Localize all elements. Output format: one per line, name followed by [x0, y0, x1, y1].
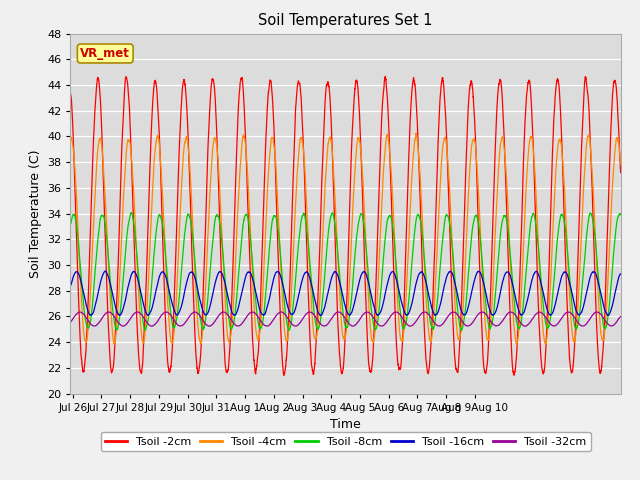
- Line: Tsoil -32cm: Tsoil -32cm: [70, 312, 621, 326]
- Tsoil -16cm: [477, 272, 485, 277]
- Tsoil -2cm: [280, 372, 287, 378]
- Tsoil -8cm: [519, 303, 527, 309]
- Legend: Tsoil -2cm, Tsoil -4cm, Tsoil -8cm, Tsoil -16cm, Tsoil -32cm: Tsoil -2cm, Tsoil -4cm, Tsoil -8cm, Tsoi…: [100, 432, 591, 451]
- X-axis label: Time: Time: [330, 418, 361, 431]
- Tsoil -4cm: [166, 334, 174, 340]
- Tsoil -4cm: [617, 162, 625, 168]
- Y-axis label: Soil Temperature (C): Soil Temperature (C): [29, 149, 42, 278]
- Tsoil -4cm: [477, 245, 485, 251]
- Tsoil -32cm: [424, 312, 432, 317]
- Tsoil -4cm: [67, 134, 74, 140]
- Tsoil -32cm: [397, 312, 404, 318]
- Tsoil -2cm: [381, 73, 389, 79]
- Tsoil -16cm: [101, 268, 109, 274]
- Tsoil -2cm: [166, 366, 174, 372]
- Tsoil -32cm: [477, 310, 485, 315]
- Line: Tsoil -8cm: Tsoil -8cm: [70, 213, 621, 330]
- Tsoil -8cm: [166, 307, 174, 313]
- Tsoil -8cm: [277, 256, 285, 262]
- Tsoil -4cm: [397, 335, 404, 341]
- Tsoil -32cm: [166, 312, 174, 318]
- Tsoil -2cm: [617, 170, 625, 176]
- Tsoil -8cm: [617, 211, 625, 217]
- Line: Tsoil -16cm: Tsoil -16cm: [70, 271, 621, 315]
- Tsoil -8cm: [477, 248, 485, 254]
- Tsoil -4cm: [412, 131, 420, 136]
- Tsoil -4cm: [519, 252, 527, 258]
- Tsoil -8cm: [425, 304, 433, 310]
- Line: Tsoil -2cm: Tsoil -2cm: [70, 76, 621, 375]
- Tsoil -8cm: [285, 327, 292, 333]
- Tsoil -32cm: [519, 323, 527, 328]
- Tsoil -16cm: [317, 312, 325, 318]
- Tsoil -2cm: [477, 310, 485, 315]
- Tsoil -16cm: [67, 282, 74, 288]
- Tsoil -2cm: [519, 169, 527, 175]
- Tsoil -2cm: [425, 369, 433, 375]
- Tsoil -8cm: [67, 221, 74, 227]
- Title: Soil Temperatures Set 1: Soil Temperatures Set 1: [259, 13, 433, 28]
- Tsoil -32cm: [67, 319, 74, 324]
- Tsoil -2cm: [277, 324, 285, 330]
- Tsoil -4cm: [424, 327, 432, 333]
- Tsoil -8cm: [127, 210, 135, 216]
- Tsoil -16cm: [617, 271, 625, 277]
- Tsoil -2cm: [397, 364, 404, 370]
- Tsoil -4cm: [277, 260, 285, 266]
- Text: VR_met: VR_met: [80, 47, 130, 60]
- Tsoil -4cm: [513, 342, 520, 348]
- Tsoil -32cm: [277, 309, 285, 315]
- Tsoil -8cm: [397, 312, 404, 318]
- Line: Tsoil -4cm: Tsoil -4cm: [70, 133, 621, 345]
- Tsoil -16cm: [277, 274, 285, 280]
- Tsoil -32cm: [617, 313, 625, 319]
- Tsoil -16cm: [166, 294, 174, 300]
- Tsoil -32cm: [277, 309, 285, 315]
- Tsoil -16cm: [519, 311, 527, 316]
- Tsoil -16cm: [397, 296, 404, 302]
- Tsoil -16cm: [425, 291, 433, 297]
- Tsoil -2cm: [67, 90, 74, 96]
- Tsoil -32cm: [522, 324, 529, 329]
